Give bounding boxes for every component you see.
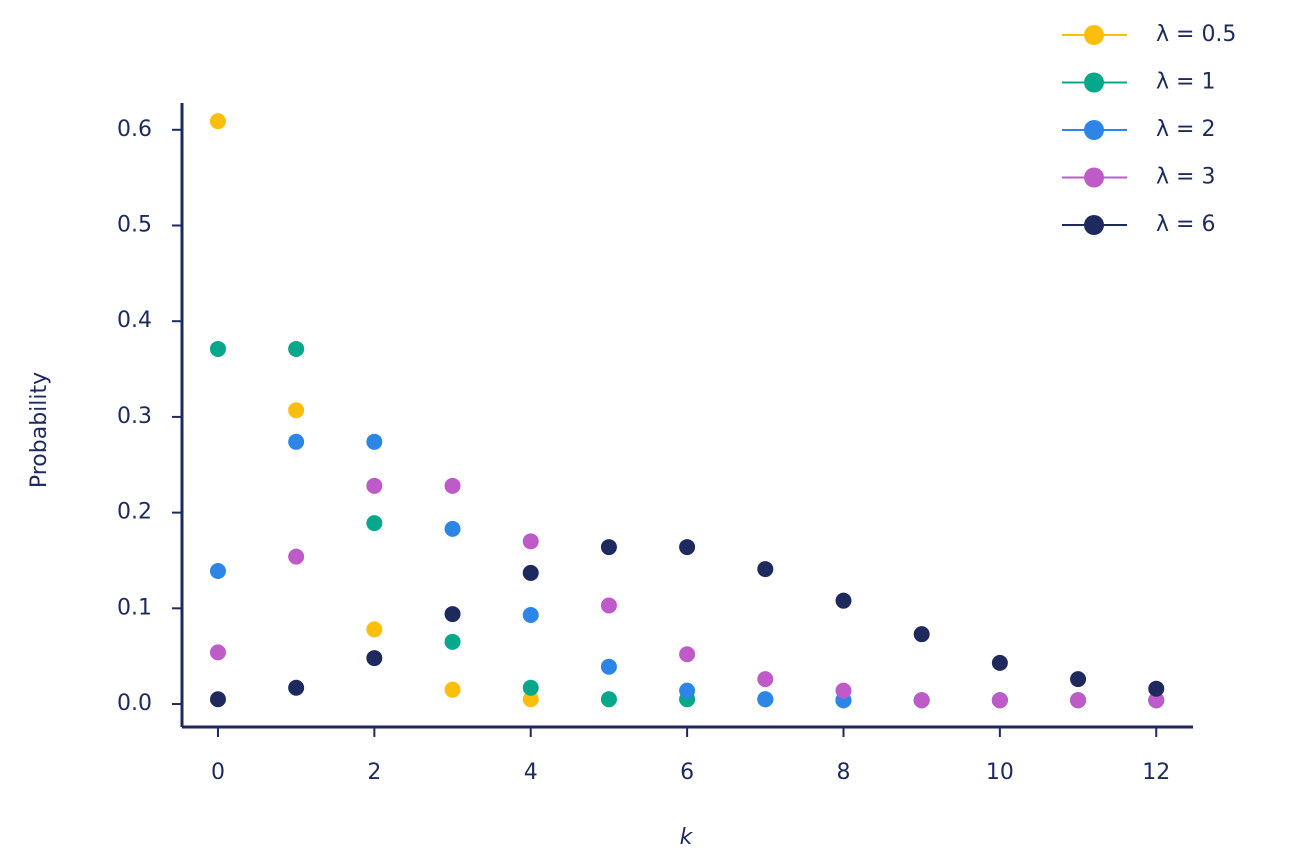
y-tick-label: 0.0 [117,691,152,716]
data-point [522,564,539,581]
data-point [679,682,696,699]
x-tick-label: 8 [836,760,850,785]
data-point [522,607,539,624]
legend-label: λ = 6 [1156,212,1215,237]
data-point [288,433,305,450]
data-point [600,597,617,614]
data-point [1148,680,1165,697]
y-tick-label: 0.1 [117,595,152,620]
legend-label: λ = 1 [1156,70,1215,95]
data-point [757,691,774,708]
data-point [991,692,1008,709]
x-tick-label: 10 [986,760,1014,785]
data-point [288,340,305,357]
data-point [522,679,539,696]
x-tick-label: 4 [524,760,538,785]
data-point [913,692,930,709]
y-tick-label: 0.6 [117,117,152,142]
y-tick-label: 0.5 [117,213,152,238]
data-point [679,646,696,663]
x-axis-label: k [680,825,694,850]
y-axis-label: Probability [27,372,52,488]
data-point [757,671,774,688]
data-point [366,477,383,494]
data-point [757,561,774,578]
y-tick-label: 0.4 [117,308,152,333]
data-point [444,520,461,537]
data-point [1070,671,1087,688]
x-tick-label: 2 [367,760,381,785]
data-point [209,563,226,579]
legend-marker [1084,215,1104,235]
y-tick-label: 0.3 [117,404,152,429]
data-point [679,539,696,556]
x-tick-label: 6 [680,760,694,785]
data-point [366,621,383,638]
data-point [288,679,305,696]
data-point [444,606,461,623]
data-point [1148,692,1165,709]
y-tick-label: 0.2 [117,500,152,525]
legend-marker [1084,72,1104,93]
data-point [444,477,461,494]
data-point [444,633,461,650]
data-point [209,340,226,357]
x-tick-label: 12 [1142,760,1170,785]
data-point [366,515,383,532]
data-point [522,533,539,550]
data-point [366,433,383,450]
data-point [600,658,617,675]
data-point [209,113,226,130]
legend-label: λ = 2 [1156,117,1215,142]
data-point [600,691,617,708]
data-point [913,626,930,643]
legend-marker [1084,167,1104,188]
legend-label: λ = 3 [1156,165,1215,190]
legend-marker [1084,25,1104,45]
data-point [835,592,852,609]
data-point [835,682,852,699]
legend-label: λ = 0.5 [1156,22,1236,47]
legend-marker [1084,120,1104,140]
data-point [444,681,461,698]
x-tick-label: 0 [211,760,225,785]
data-point [209,691,226,708]
data-point [366,650,383,667]
data-point [522,691,539,708]
data-point [209,644,226,661]
data-point [288,402,305,419]
data-point [991,654,1008,671]
data-point [1070,692,1087,709]
data-point [600,539,617,556]
data-point [288,548,305,565]
